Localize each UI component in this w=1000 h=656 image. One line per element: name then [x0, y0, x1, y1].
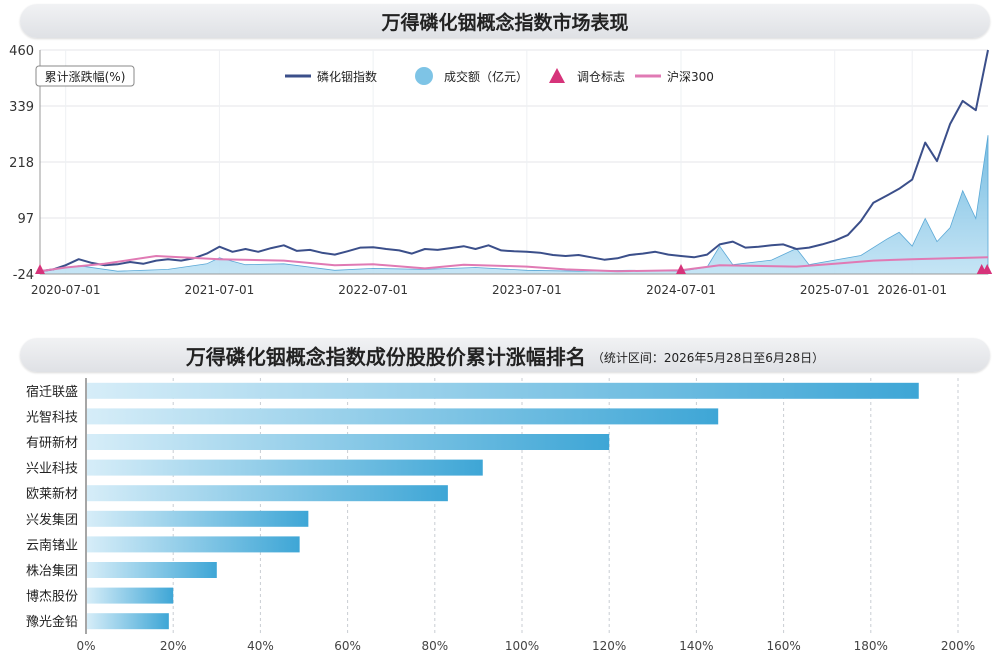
- y-axis-label: 累计涨跌幅(%): [45, 69, 126, 84]
- inp-index-line: [39, 49, 989, 273]
- x-tick-label: 2026-01-01: [877, 283, 947, 297]
- bar: [87, 613, 169, 630]
- x-tick-label: 60%: [334, 639, 361, 653]
- bar: [87, 459, 483, 476]
- chart2-svg: 0% 20% 40% 60% 80% 100% 120% 140% 160% 180% 200% 宿迁…: [26, 378, 975, 653]
- ylabel-box: [35, 65, 135, 87]
- x-tick-label: 100%: [505, 639, 539, 653]
- x-tick-label: 160%: [766, 639, 800, 653]
- y-tick-label: 339: [9, 100, 34, 115]
- chart1-title-bar: 万得磷化铟概念指数市场表现: [20, 4, 990, 38]
- y-tick-label: 218: [9, 156, 34, 171]
- y-tick-label: 460: [9, 44, 34, 59]
- bar: [87, 510, 309, 527]
- x-tick-label: 40%: [247, 639, 274, 653]
- x-tick-label: 2022-07-01: [338, 283, 408, 297]
- x-tick-label: 2024-07-01: [646, 283, 716, 297]
- chart2-title-bar: 万得磷化铟概念指数成份股股价累计涨幅排名 （统计区间：2026年5月28日至6月…: [20, 338, 990, 372]
- category-label: 豫光金铅: [26, 614, 78, 630]
- x-tick-label: 2021-07-01: [185, 283, 255, 297]
- rebalance-marker: [982, 264, 993, 274]
- chart2-subtitle: （统计区间：2026年5月28日至6月28日）: [591, 350, 825, 365]
- bar: [87, 434, 610, 450]
- x-tick-label: 80%: [421, 639, 448, 653]
- bar: [87, 485, 448, 502]
- x-tick-label: 2023-07-01: [492, 283, 562, 297]
- category-label: 有研新材: [26, 435, 78, 451]
- chart2-title: 万得磷化铟概念指数成份股股价累计涨幅排名: [185, 344, 586, 369]
- category-label: 株冶集团: [26, 563, 78, 579]
- category-label: 博杰股份: [26, 590, 78, 605]
- legend-label: 成交额（亿元）: [444, 69, 528, 84]
- volume-area: [39, 135, 989, 275]
- x-tick-label: 120%: [592, 639, 626, 653]
- legend-label: 调仓标志: [577, 70, 625, 84]
- category-label: 兴发集团: [26, 512, 78, 528]
- legend-label: 沪深300: [667, 70, 714, 84]
- bar: [87, 562, 217, 578]
- bar: [87, 382, 919, 399]
- bar: [87, 587, 174, 604]
- category-label: 兴业科技: [26, 462, 78, 477]
- legend-swatch-area: [415, 67, 433, 85]
- x-tick-label: 20%: [160, 639, 187, 653]
- bar: [87, 536, 300, 553]
- x-tick-label: 200%: [941, 639, 975, 653]
- y-tick-label: 97: [17, 212, 34, 227]
- y-tick-label: -24: [13, 268, 34, 283]
- x-tick-label: 0%: [76, 639, 95, 653]
- category-label: 光智科技: [26, 410, 78, 425]
- x-tick-label: 2020-07-01: [31, 283, 101, 297]
- x-tick-label: 140%: [679, 639, 713, 653]
- chart1-title: 万得磷化铟概念指数市场表现: [381, 11, 629, 34]
- hs300-line: [39, 255, 989, 273]
- rebalance-marker: [35, 264, 45, 274]
- bar: [87, 408, 719, 425]
- legend-swatch-marker: [549, 68, 565, 83]
- x-tick-label: 2025-07-01: [800, 283, 870, 297]
- category-label: 宿迁联盛: [26, 384, 78, 400]
- rebalance-marker: [675, 264, 686, 274]
- x-tick-label: 180%: [854, 639, 888, 653]
- category-label: 云南锗业: [26, 537, 78, 553]
- legend-label: 磷化铟指数: [317, 69, 377, 84]
- category-label: 欧莱新材: [26, 486, 78, 502]
